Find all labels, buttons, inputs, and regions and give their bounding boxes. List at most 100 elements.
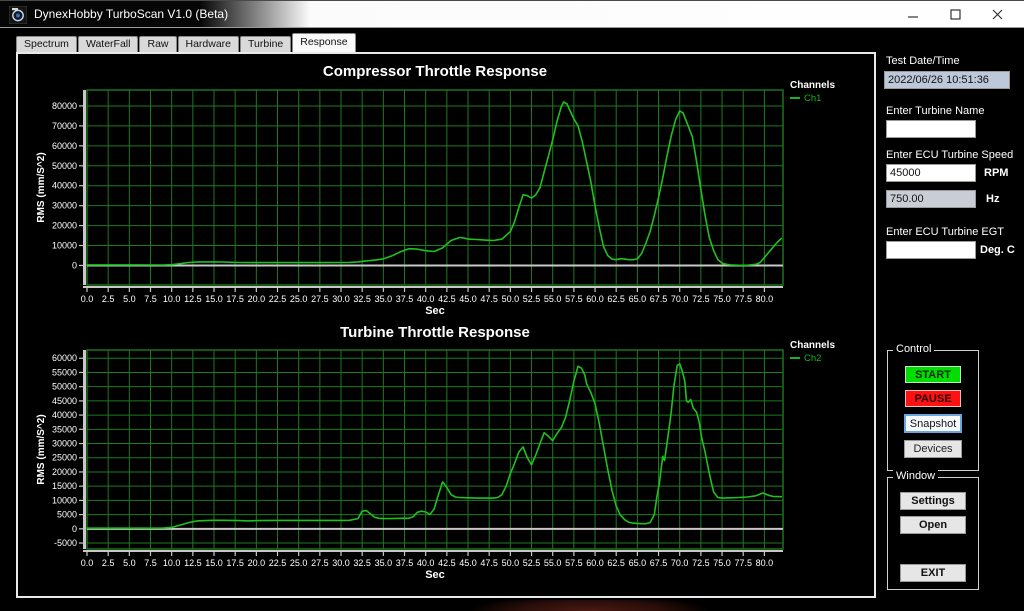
x-tick-label: 32.5 [353, 558, 371, 568]
open-button[interactable]: Open [900, 516, 966, 534]
x-tick-label: 17.5 [226, 294, 244, 304]
y-tick-label: 20000 [52, 221, 77, 231]
x-tick-label: 30.0 [332, 294, 350, 304]
x-tick-label: 72.5 [692, 558, 710, 568]
window-title: DynexHobby TurboScan V1.0 (Beta) [34, 7, 229, 21]
control-groupbox: Control START PAUSE Snapshot Devices [887, 343, 979, 471]
x-tick-label: 10.0 [163, 294, 181, 304]
response-tab-panel: 0 10000 20000 30000 40000 50000 60000 70000 8000… [16, 52, 876, 598]
chart-turbine: -5000 0 5000 10000 15000 20000 25000 30000 35000… [36, 324, 835, 581]
x-tick-label: 62.5 [607, 558, 625, 568]
x-tick-label: 80.0 [756, 294, 774, 304]
x-tick-label: 5.0 [123, 558, 136, 568]
x-axis-title: Sec [425, 305, 445, 317]
degc-unit-label: Deg. C [980, 244, 1015, 256]
tab-strip: Spectrum WaterFall Raw Hardware Turbine Respo… [16, 33, 357, 52]
x-tick-label: 32.5 [353, 294, 371, 304]
x-tick-label: 42.5 [438, 558, 456, 568]
minimize-button[interactable] [892, 1, 934, 27]
tab-raw[interactable]: Raw [139, 36, 177, 52]
x-tick-label: 20.0 [248, 294, 266, 304]
y-axis-title: RMS (mm/S^2) [36, 414, 47, 484]
y-tick-label: 45000 [52, 396, 77, 406]
tab-waterfall[interactable]: WaterFall [77, 36, 139, 52]
close-button[interactable] [976, 1, 1018, 27]
y-tick-label: 10000 [52, 495, 77, 505]
x-tick-label: 15.0 [205, 558, 223, 568]
x-tick-label: 52.5 [523, 294, 541, 304]
x-tick-label: 27.5 [311, 558, 329, 568]
x-tick-label: 50.0 [502, 294, 520, 304]
tab-spectrum[interactable]: Spectrum [16, 36, 77, 52]
devices-button[interactable]: Devices [904, 440, 962, 458]
y-tick-label: 10000 [52, 241, 77, 251]
maximize-button[interactable] [934, 1, 976, 27]
test-datetime-field[interactable] [884, 71, 1010, 89]
close-icon [992, 9, 1002, 19]
y-tick-label: 70000 [52, 121, 77, 131]
x-tick-label: 40.0 [417, 294, 435, 304]
snapshot-button[interactable]: Snapshot [904, 414, 962, 433]
y-tick-label: 20000 [52, 467, 77, 477]
x-tick-label: 7.5 [144, 558, 157, 568]
x-tick-label: 55.0 [544, 558, 562, 568]
x-tick-label: 17.5 [226, 558, 244, 568]
y-tick-label: 40000 [52, 181, 77, 191]
x-tick-label: 35.0 [375, 558, 393, 568]
x-tick-label: 65.0 [629, 294, 647, 304]
legend-title: Channels [790, 80, 835, 91]
ecu-speed-field[interactable] [886, 164, 976, 182]
x-tick-label: 52.5 [523, 558, 541, 568]
y-tick-label: 30000 [52, 201, 77, 211]
x-tick-label: 70.0 [671, 294, 689, 304]
maximize-icon [949, 8, 961, 20]
y-tick-label: 60000 [52, 353, 77, 363]
x-tick-label: 12.5 [184, 294, 202, 304]
x-tick-label: 37.5 [396, 294, 414, 304]
control-groupbox-label: Control [893, 343, 935, 355]
x-tick-label: 75.0 [713, 558, 731, 568]
x-tick-label: 0.0 [81, 558, 94, 568]
y-tick-label: 50000 [52, 161, 77, 171]
x-tick-label: 67.5 [650, 558, 668, 568]
chart-title: Compressor Throttle Response [323, 63, 547, 80]
x-tick-label: 57.5 [565, 294, 583, 304]
x-tick-label: 27.5 [311, 294, 329, 304]
ecu-egt-label: Enter ECU Turbine EGT [886, 226, 1004, 238]
x-tick-label: 25.0 [290, 558, 308, 568]
caption-buttons [892, 1, 1018, 27]
hz-unit-label: Hz [986, 193, 1000, 205]
y-tick-label: 30000 [52, 439, 77, 449]
x-tick-label: 25.0 [290, 294, 308, 304]
x-tick-label: 30.0 [332, 558, 350, 568]
x-tick-label: 62.5 [607, 294, 625, 304]
turbine-name-field[interactable] [886, 120, 976, 138]
x-axis-title: Sec [425, 569, 445, 581]
y-tick-label: 55000 [52, 367, 77, 377]
tab-response[interactable]: Response [292, 33, 356, 52]
chart-compressor: 0 10000 20000 30000 40000 50000 60000 70000 8000… [36, 63, 835, 317]
series-line-ch2 [86, 363, 783, 530]
exit-button[interactable]: EXIT [900, 564, 966, 582]
tab-turbine[interactable]: Turbine [240, 36, 292, 52]
x-tick-label: 42.5 [438, 294, 456, 304]
settings-button[interactable]: Settings [900, 492, 966, 510]
ecu-speed-label: Enter ECU Turbine Speed [886, 149, 1014, 161]
start-button[interactable]: START [905, 366, 961, 383]
test-datetime-label: Test Date/Time [886, 55, 960, 67]
y-tick-label: -5000 [54, 538, 77, 548]
x-tick-label: 77.5 [734, 294, 752, 304]
x-tick-label: 55.0 [544, 294, 562, 304]
ecu-hz-field[interactable] [886, 190, 976, 208]
ecu-egt-field[interactable] [886, 241, 976, 259]
x-tick-label: 80.0 [756, 558, 774, 568]
y-tick-label: 40000 [52, 410, 77, 420]
tab-hardware[interactable]: Hardware [177, 36, 240, 52]
desktop-background [0, 600, 1024, 611]
pause-button[interactable]: PAUSE [905, 390, 961, 407]
x-tick-label: 77.5 [734, 558, 752, 568]
x-tick-label: 7.5 [144, 294, 157, 304]
x-tick-label: 70.0 [671, 558, 689, 568]
y-tick-label: 0 [72, 260, 77, 270]
